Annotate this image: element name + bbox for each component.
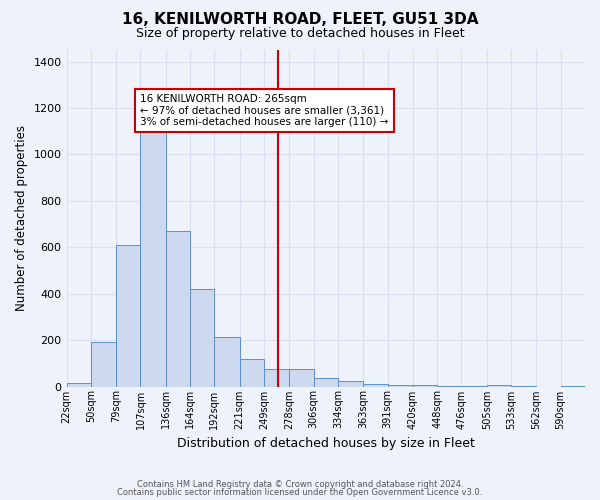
Y-axis label: Number of detached properties: Number of detached properties	[15, 126, 28, 312]
Bar	[140, 131, 166, 386]
Text: 16, KENILWORTH ROAD, FLEET, GU51 3DA: 16, KENILWORTH ROAD, FLEET, GU51 3DA	[122, 12, 478, 28]
Bar	[314, 378, 338, 386]
Bar	[239, 358, 264, 386]
Bar	[214, 336, 239, 386]
X-axis label: Distribution of detached houses by size in Fleet: Distribution of detached houses by size …	[177, 437, 475, 450]
Text: Size of property relative to detached houses in Fleet: Size of property relative to detached ho…	[136, 28, 464, 40]
Bar	[338, 380, 363, 386]
Bar	[116, 245, 140, 386]
Bar	[91, 342, 116, 386]
Text: Contains HM Land Registry data © Crown copyright and database right 2024.: Contains HM Land Registry data © Crown c…	[137, 480, 463, 489]
Bar	[363, 384, 388, 386]
Bar	[67, 383, 91, 386]
Text: 16 KENILWORTH ROAD: 265sqm
← 97% of detached houses are smaller (3,361)
3% of se: 16 KENILWORTH ROAD: 265sqm ← 97% of deta…	[140, 94, 389, 127]
Bar	[264, 369, 289, 386]
Bar	[166, 231, 190, 386]
Text: Contains public sector information licensed under the Open Government Licence v3: Contains public sector information licen…	[118, 488, 482, 497]
Bar	[190, 289, 214, 386]
Bar	[289, 369, 314, 386]
